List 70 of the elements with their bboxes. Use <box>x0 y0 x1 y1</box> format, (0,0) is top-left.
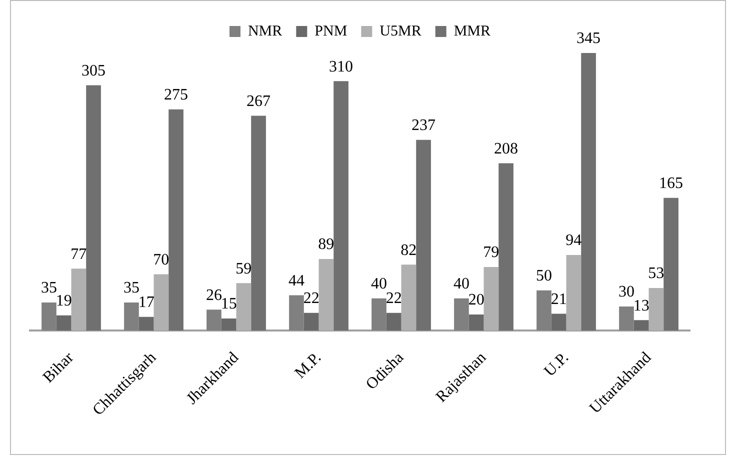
data-label: 35 <box>123 280 140 297</box>
bar <box>221 318 236 331</box>
data-label: 15 <box>220 296 237 313</box>
data-label: 79 <box>483 244 500 262</box>
legend-label: U5MR <box>380 23 422 40</box>
data-label: 94 <box>566 232 582 250</box>
bar <box>468 314 484 331</box>
data-label: 165 <box>659 175 684 192</box>
bar <box>416 140 431 331</box>
bar <box>648 288 664 331</box>
data-label: 26 <box>206 286 222 304</box>
data-label: 82 <box>400 242 417 259</box>
bar <box>619 306 634 331</box>
data-label: 305 <box>82 62 106 80</box>
data-label: 21 <box>550 290 567 308</box>
data-label: 19 <box>56 292 72 310</box>
data-label: 50 <box>536 268 552 285</box>
data-label: 40 <box>453 276 470 293</box>
bar <box>71 268 86 331</box>
bar <box>386 312 402 331</box>
legend-label: MMR <box>454 23 491 40</box>
bar <box>206 310 222 331</box>
bar <box>251 116 266 331</box>
bar <box>566 254 582 331</box>
bar <box>236 283 252 331</box>
data-label: 237 <box>412 117 436 134</box>
data-label: 40 <box>370 276 387 293</box>
bar <box>581 53 596 331</box>
bar <box>551 314 566 331</box>
data-label: 22 <box>303 290 320 308</box>
legend-label: NMR <box>248 23 282 40</box>
data-label: 208 <box>494 140 518 158</box>
bar <box>401 264 416 331</box>
data-label: 17 <box>138 294 154 312</box>
data-label: 35 <box>40 280 57 297</box>
x-tick-label: U.P. <box>541 349 572 380</box>
bar <box>56 315 72 331</box>
x-tick-label: M.P. <box>292 349 325 382</box>
data-label: 22 <box>386 290 402 308</box>
bar <box>289 295 304 331</box>
bar <box>42 302 56 331</box>
data-label: 44 <box>288 272 304 290</box>
data-label: 345 <box>576 30 601 48</box>
data-label: 77 <box>70 246 87 263</box>
data-label: 13 <box>633 297 650 314</box>
legend-label: PNM <box>314 23 348 40</box>
data-label: 267 <box>246 92 271 110</box>
bar <box>334 81 348 331</box>
data-label: 310 <box>329 58 354 76</box>
bar <box>372 298 386 331</box>
data-label: 30 <box>618 284 634 301</box>
data-label: 20 <box>468 292 484 309</box>
data-label: 59 <box>236 260 252 278</box>
data-label: 53 <box>648 265 664 282</box>
data-label: 275 <box>164 86 188 104</box>
bar <box>86 85 101 331</box>
bar <box>498 163 514 331</box>
bar <box>138 316 154 331</box>
bar <box>124 302 139 331</box>
bar <box>664 198 678 331</box>
bar <box>318 259 334 331</box>
data-label: 89 <box>318 236 334 254</box>
bar <box>154 274 169 331</box>
bar <box>536 290 552 331</box>
bar <box>168 109 184 331</box>
bar <box>634 320 649 331</box>
bar <box>304 312 319 331</box>
bar <box>484 267 499 331</box>
data-label: 70 <box>153 251 170 268</box>
bar <box>454 298 469 331</box>
